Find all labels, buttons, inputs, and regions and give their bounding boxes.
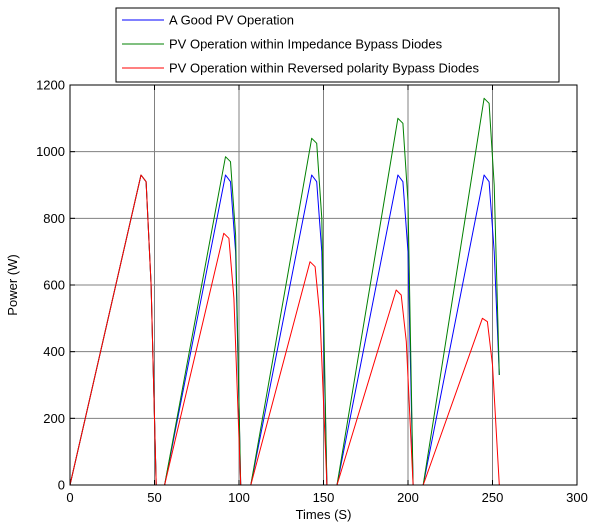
- x-tick-label: 50: [147, 490, 161, 505]
- legend-label-1: A Good PV Operation: [169, 13, 294, 28]
- x-tick-label: 100: [228, 490, 250, 505]
- x-tick-label: 150: [313, 490, 335, 505]
- y-tick-label: 600: [43, 278, 65, 293]
- legend-box: [115, 7, 560, 83]
- x-tick-label: 250: [482, 490, 504, 505]
- x-tick-label: 200: [397, 490, 419, 505]
- x-tick-label: 0: [66, 490, 73, 505]
- y-tick-label: 800: [43, 211, 65, 226]
- y-tick-label: 1200: [36, 78, 65, 93]
- y-tick-label: 0: [58, 478, 65, 493]
- legend: A Good PV Operation PV Operation within I…: [115, 7, 560, 83]
- tick-layer: 0 50 100 150 200 250 300 0 200 400 600 800 1000 1200: [36, 78, 588, 506]
- y-tick-label: 1000: [36, 144, 65, 159]
- y-tick-label: 400: [43, 344, 65, 359]
- y-axis-label: Power (W): [5, 254, 20, 315]
- legend-label-3: PV Operation within Reversed polarity By…: [169, 61, 479, 76]
- y-tick-label: 200: [43, 411, 65, 426]
- x-axis-label: Times (S): [296, 507, 352, 522]
- x-tick-label: 300: [566, 490, 588, 505]
- legend-label-2: PV Operation within Impedance Bypass Dio…: [169, 37, 443, 52]
